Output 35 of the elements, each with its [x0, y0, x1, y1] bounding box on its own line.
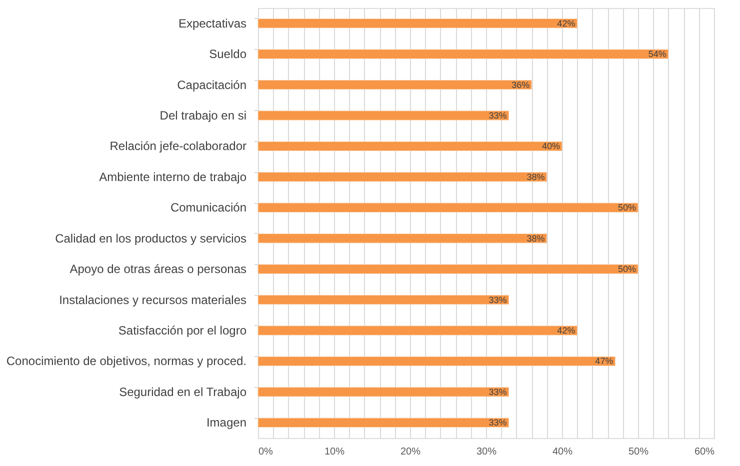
x-tick-label: 10%	[324, 446, 345, 458]
x-tick-label: 50%	[628, 446, 649, 458]
data-label: 33%	[488, 418, 507, 428]
y-tick-label: Apoyo de otras áreas o personas	[70, 262, 246, 276]
y-tick-label: Del trabajo en si	[160, 108, 246, 122]
x-tick-label: 40%	[552, 446, 573, 458]
x-tick-label: 60%	[694, 446, 715, 458]
data-label: 42%	[557, 18, 576, 28]
data-label: 50%	[618, 264, 636, 274]
data-label: 42%	[557, 326, 576, 336]
y-tick-label: Comunicación	[170, 200, 246, 215]
data-label: 50%	[618, 202, 636, 213]
y-tick-label: Instalaciones y recursos materiales	[59, 292, 246, 307]
y-tick-label: Relación jefe-colaborador	[110, 139, 246, 154]
y-tick-label: Calidad en los productos y servicios	[55, 231, 246, 246]
data-label: 40%	[542, 141, 560, 152]
data-label: 38%	[526, 172, 545, 182]
data-label: 38%	[526, 233, 545, 244]
data-label: 47%	[595, 356, 614, 366]
data-label: 33%	[488, 110, 507, 120]
y-tick-label: Satisfacción por el logro	[118, 324, 247, 338]
y-tick-label: Imagen	[206, 416, 246, 430]
y-tick-label: Sueldo	[209, 47, 247, 62]
y-tick-label: Expectativas	[178, 16, 246, 30]
x-tick-label: 20%	[400, 446, 421, 458]
y-tick-label: Conocimiento de objetivos, normas y proced.	[6, 354, 246, 368]
data-label: 36%	[512, 80, 530, 90]
x-tick-label: 0%	[258, 446, 274, 458]
y-tick-label: Ambiente interno de trabajo	[99, 170, 247, 184]
y-tick-label: Seguridad en el Trabajo	[119, 384, 247, 399]
y-tick-label: Capacitación	[177, 78, 246, 92]
data-label: 54%	[648, 49, 666, 60]
x-tick-label: 30%	[476, 446, 497, 458]
data-label: 33%	[488, 386, 507, 397]
data-label: 33%	[488, 294, 507, 305]
